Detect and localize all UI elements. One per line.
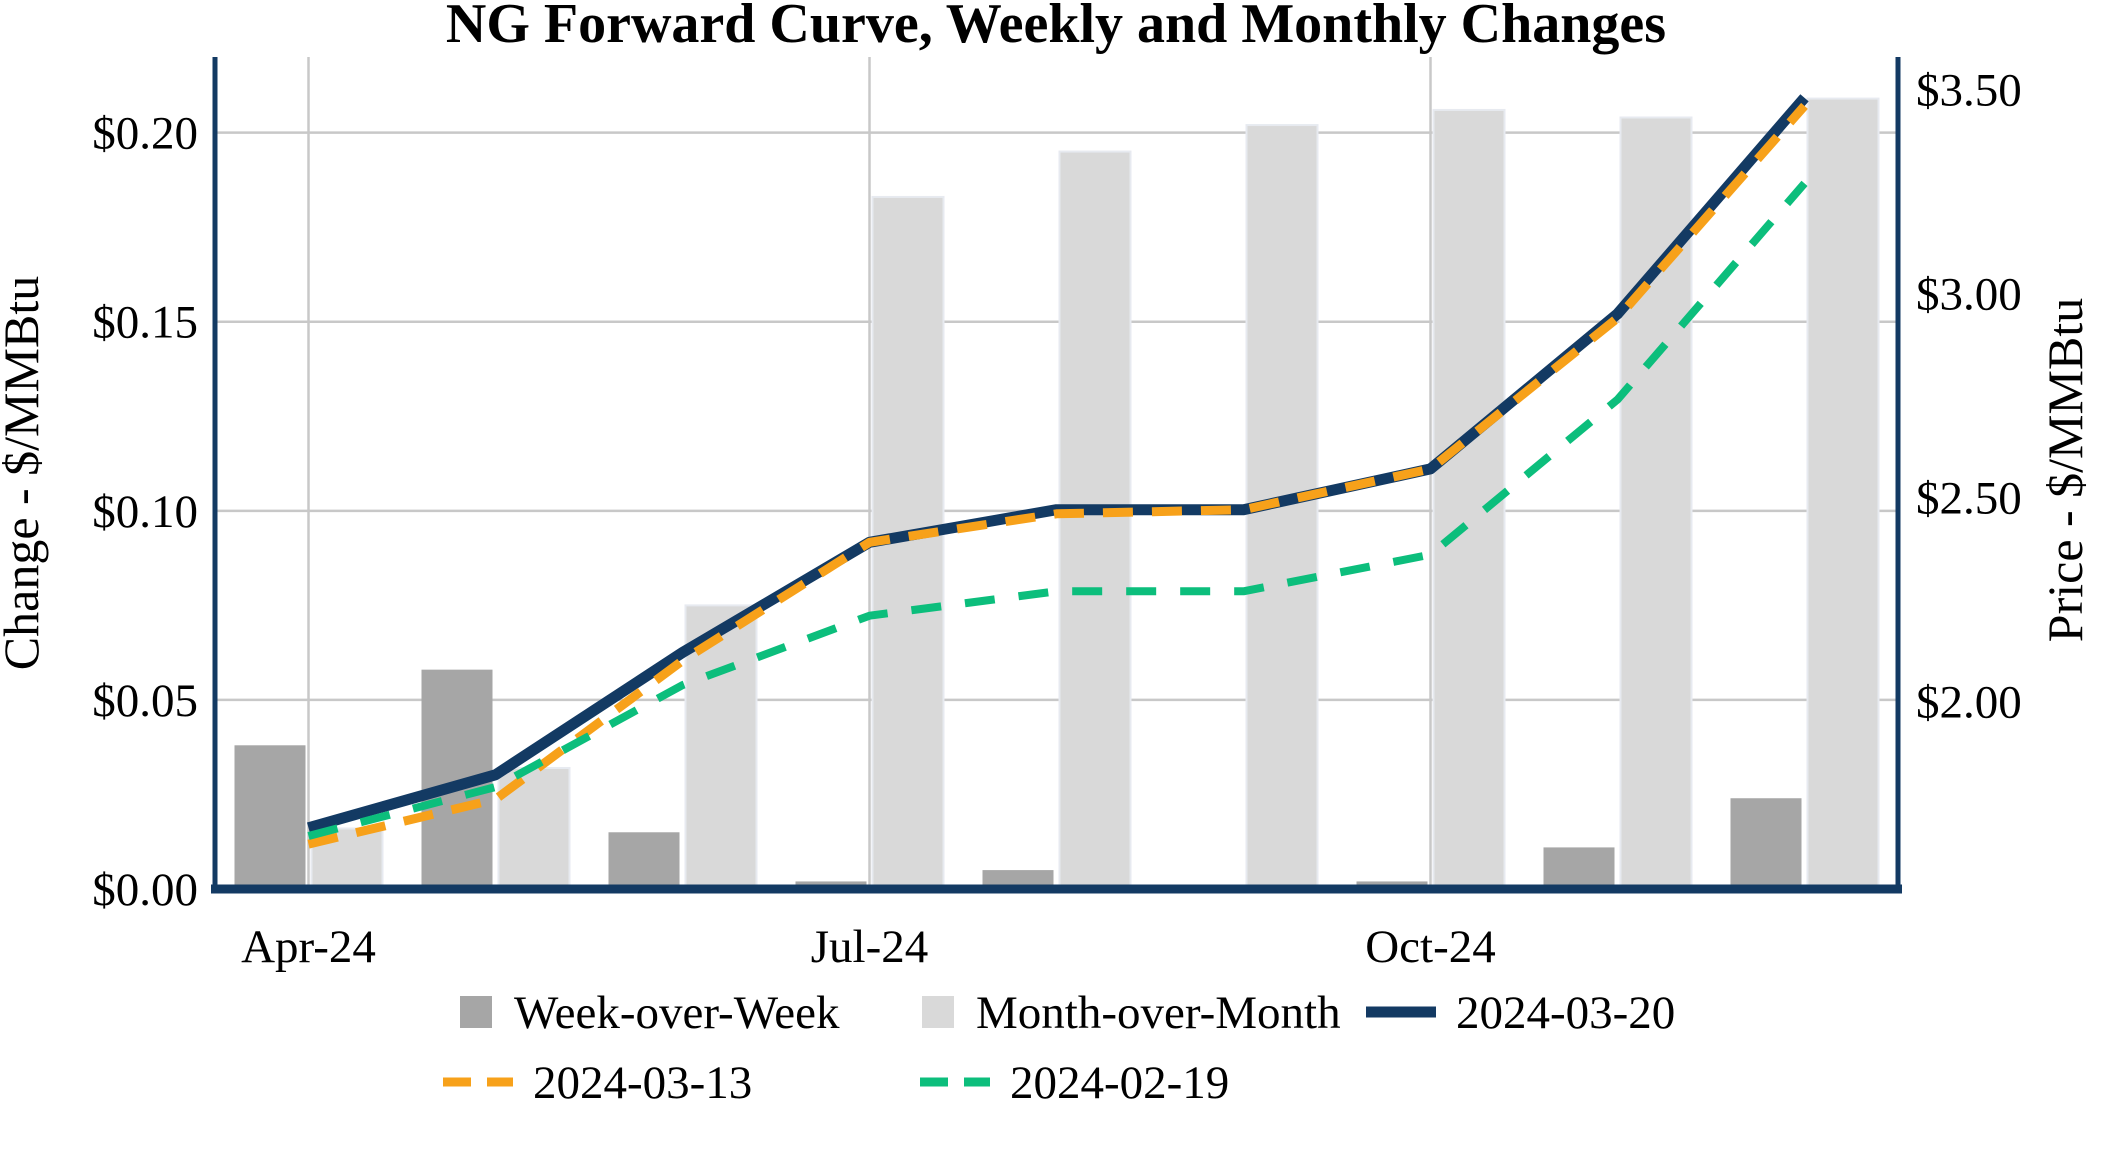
legend-item-label: Week-over-Week <box>514 987 840 1039</box>
right-axis-tick-label: $2.00 <box>1916 676 2022 728</box>
bar-week-over-week <box>234 745 306 889</box>
x-axis-tick-label: Oct-24 <box>1365 921 1496 973</box>
bar-month-over-month <box>1806 97 1880 891</box>
axes-layer <box>211 57 1902 894</box>
legend-item-2024-03-13: 2024-03-13 <box>443 1057 752 1109</box>
left-axis-tick-label: $0.15 <box>92 297 198 349</box>
gridlines-layer <box>215 57 1898 889</box>
legend-item-label: 2024-02-19 <box>1010 1057 1229 1109</box>
right-axis-title: Price - $/MMBtu <box>2037 298 2093 642</box>
legend-item-label: 2024-03-13 <box>533 1057 752 1109</box>
line-2024-03-20 <box>307 94 1809 834</box>
left-axis-tick-label: $0.05 <box>92 675 198 727</box>
bar-week-over-week <box>608 832 680 889</box>
left-axis-title: Change - $/MMBtu <box>0 276 49 670</box>
bar-week-over-week <box>1730 798 1802 889</box>
bar-week-over-week <box>982 870 1054 889</box>
bar-month-over-month <box>1058 150 1132 890</box>
x-axis-tick-label: Jul-24 <box>811 921 929 973</box>
bar-week-over-week <box>1543 847 1615 889</box>
legend-swatch-square <box>460 996 492 1028</box>
left-axis-tick-label: $0.10 <box>92 486 198 538</box>
chart-title: NG Forward Curve, Weekly and Monthly Cha… <box>446 0 1666 55</box>
left-axis-tick-label: $0.00 <box>92 864 198 916</box>
line-2024-03-13 <box>307 102 1808 849</box>
tick-labels-layer: $0.00 $0.05 $0.10 $0.15 $0.20 $2.00 $2.50 $3.00… <box>92 65 2022 973</box>
right-axis-tick-label: $2.50 <box>1916 472 2022 524</box>
legend-swatch-square <box>922 996 954 1028</box>
lines-layer <box>307 94 1809 849</box>
legend: Week-over-Week Month-over-Month 2024-03-20… <box>443 987 1675 1109</box>
bar-month-over-month <box>497 766 571 890</box>
x-axis-tick-label: Apr-24 <box>241 921 376 973</box>
legend-item-2024-02-19: 2024-02-19 <box>920 1057 1229 1109</box>
bars-layer <box>234 97 1880 891</box>
right-axis-tick-label: $3.00 <box>1916 269 2022 321</box>
right-axis-tick-label: $3.50 <box>1916 65 2022 117</box>
legend-item-label: Month-over-Month <box>976 987 1341 1039</box>
legend-item-2024-03-20: 2024-03-20 <box>1366 987 1675 1039</box>
legend-item-month-over-month: Month-over-Month <box>922 987 1341 1039</box>
legend-item-label: 2024-03-20 <box>1456 987 1675 1039</box>
legend-item-week-over-week: Week-over-Week <box>460 987 840 1039</box>
left-axis-tick-label: $0.20 <box>92 108 198 160</box>
